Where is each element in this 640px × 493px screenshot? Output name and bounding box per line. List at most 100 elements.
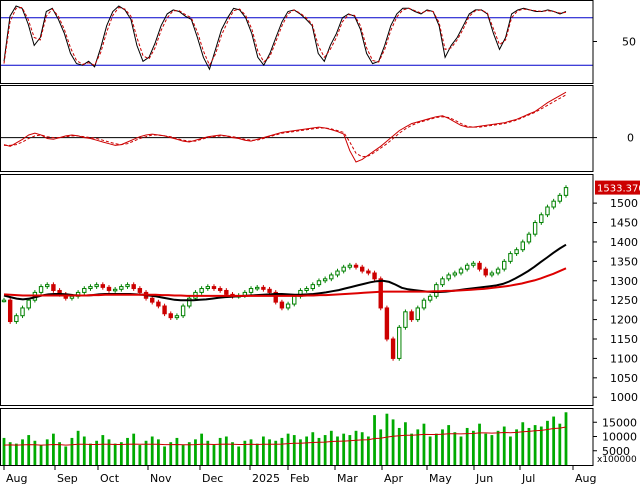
volume-bar [249,439,253,465]
candle-body [112,288,118,292]
volume-bar [27,435,31,465]
candle-body [267,288,272,293]
volume-bar [552,416,556,465]
volume-bar [391,419,395,465]
price-tick-label: 1250 [610,294,638,307]
volume-bar [231,442,234,465]
volume-bar [453,432,457,465]
volume-bar [373,415,376,465]
candle-body [119,286,124,290]
candle-body [137,288,143,293]
volume-ma-line [3,426,567,446]
candle-body [353,264,359,268]
price-tick-label: 1100 [610,352,638,365]
volume-bar [490,435,494,465]
macd-panel: 0 [0,91,634,163]
volume-bar [70,437,74,465]
panel-frames [0,0,594,466]
volume-bar [144,440,148,465]
volume-bar [274,440,278,465]
volume-bar [169,442,173,465]
price-tick-label: 1000 [610,391,638,404]
volume-bar [206,440,210,465]
volume-tick-label: 5000 [602,445,630,458]
candle-body [224,289,229,295]
candle-body [384,307,390,340]
volume-bar [533,425,537,465]
volume-bar [181,445,185,465]
volume-bar [52,433,55,465]
price-tick-label: 1350 [610,255,638,268]
ma-long-line [3,267,567,297]
candle-body [248,288,254,293]
volume-bar [329,430,333,465]
volume-bar [138,445,142,465]
volume-bar [422,423,426,465]
candle-body [532,222,538,235]
candle-body [88,286,93,290]
candle-body [162,305,167,315]
panel-frame-stochastic [0,0,594,84]
candle-body [82,288,87,293]
stochastic-panel: 50 [0,5,636,71]
candle-body [526,233,532,243]
candle-body [545,206,550,216]
volume-bar [286,433,290,465]
candle-body [38,286,44,293]
candle-body [285,303,291,309]
x-tick-label: Oct [100,472,120,485]
x-tick-label: Dec [202,472,223,485]
price-tick-label: 1200 [610,314,638,327]
volume-bar [471,430,475,465]
volume-bar [280,437,284,465]
volume-bar [441,429,444,465]
candle-body [397,326,402,359]
candle-body [372,272,377,280]
candle-body [483,268,488,276]
volume-bar [317,437,321,465]
panel-frame-price [0,174,594,406]
candle-body [508,253,513,262]
candle-body [514,249,519,255]
volume-bar [132,433,136,465]
volume-bar [45,439,49,465]
volume-bar [39,445,43,465]
candle-body [217,288,223,291]
volume-bar [546,420,549,465]
volume-bar [175,437,179,465]
price-tick-label: 1050 [610,372,638,385]
volume-bar [292,435,296,465]
volume-bar [336,436,339,465]
volume-bar [64,446,68,465]
price-panel: 1000 1050 1100 1150 1200 1250 1300 1350 1400 1450… [1,180,640,404]
volume-bar [404,422,407,465]
volume-bar [428,436,432,465]
volume-tick-label: 15000 [602,416,637,429]
x-tick-label: Aug [6,472,27,485]
volume-bar [305,436,309,465]
candle-body [458,268,464,274]
candle-body [255,286,260,290]
volume-bar [218,437,222,465]
candle-body [199,288,204,293]
candle-body [335,270,340,276]
last-price-tag [595,180,640,195]
macd-series-line [3,91,567,163]
volume-bar [360,432,364,465]
candle-body [20,307,25,317]
volume-bar [101,435,105,465]
panel-frame-volume [0,408,594,466]
volume-bar [299,439,302,465]
volume-bar [33,440,37,465]
volume-bar [157,439,160,465]
volume-bar [255,443,259,465]
volume-bar [521,422,525,465]
volume-bar [527,427,531,465]
volume-bar [416,429,420,465]
volume-bar [82,436,86,465]
volume-bar [323,435,327,465]
volume-bar [502,426,506,465]
volume-bar [385,413,389,465]
candle-body [520,241,525,251]
